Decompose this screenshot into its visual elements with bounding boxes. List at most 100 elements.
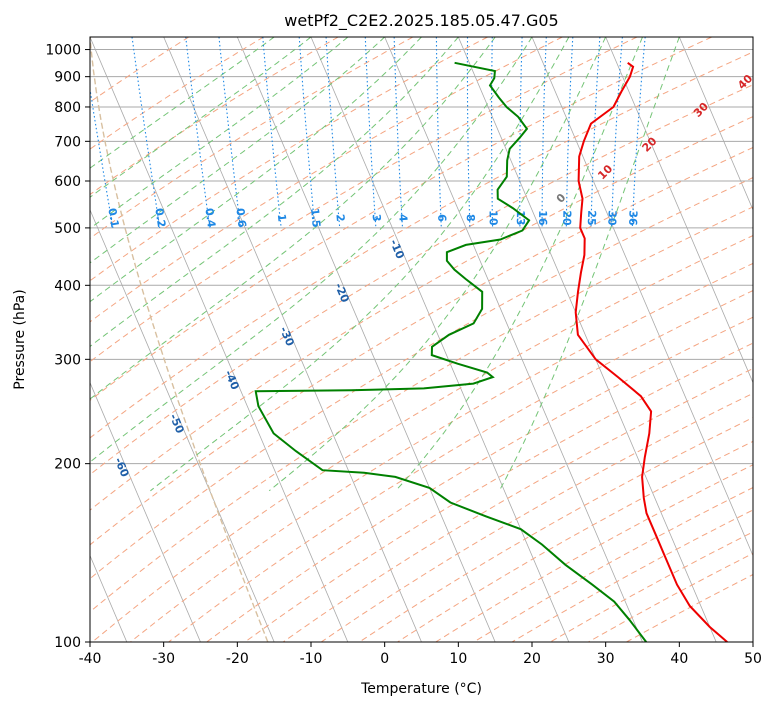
- mixing-ratio-label: 4: [396, 214, 409, 223]
- line-labels: 0.10.20.40.611.52346810131620253036-100-…: [2, 72, 755, 567]
- x-tick-label: 30: [597, 651, 615, 667]
- x-tick-label: -30: [152, 651, 175, 667]
- moist-adiabat-line: [90, 37, 422, 303]
- x-tick-label: 20: [523, 651, 541, 667]
- y-tick-label: 900: [54, 70, 81, 86]
- plot-frame: [89, 36, 754, 643]
- dry-adiabat-line: [90, 116, 753, 511]
- dry-adiabat-line: [90, 37, 264, 150]
- y-tick-label: 600: [54, 174, 81, 190]
- y-axis-title: Pressure (hPa): [12, 289, 28, 389]
- x-tick-label: -20: [226, 651, 249, 667]
- dry-adiabat-line: [90, 37, 488, 282]
- isotherm-line: [236, 37, 496, 642]
- dry-adiabat-line: [90, 37, 339, 196]
- y-tick-label: 200: [54, 457, 81, 473]
- moist-adiabat-line: [150, 37, 570, 492]
- dry-adiabat-line: [90, 37, 638, 363]
- dry-adiabat-line: [90, 37, 563, 323]
- moist-adiabat-line: [90, 37, 496, 400]
- moist-adiabat-line: [90, 37, 275, 169]
- mixing-ratio-line: [519, 37, 523, 228]
- dry-adiabat-label: 10: [595, 162, 615, 182]
- mixing-ratio-line: [298, 37, 316, 228]
- isotherm-line: [457, 37, 717, 642]
- pressure-gridlines: [90, 49, 753, 642]
- mixing-ratio-line: [185, 37, 211, 228]
- y-axis-ticks: 100 200 300 400 500 600 700 800 900 1000: [45, 43, 90, 651]
- mixing-ratio-label: 1.5: [308, 208, 323, 229]
- moist-adiabat-line: [498, 37, 680, 492]
- dry-adiabat-line: [168, 290, 753, 642]
- dry-adiabat-line: [435, 464, 753, 642]
- mixing-ratio-label: 25: [585, 210, 598, 226]
- mixing-ratio-label: 3: [370, 214, 384, 223]
- moist-adiabat-line: [90, 37, 349, 230]
- dry-adiabat-line: [90, 37, 712, 401]
- y-tick-label: 100: [54, 635, 81, 651]
- moist-adiabat-line: [90, 37, 312, 198]
- x-tick-label: 40: [670, 651, 688, 667]
- isotherm-line: [90, 381, 201, 642]
- mixing-ratio-label: 2: [333, 213, 347, 222]
- mixing-ratio-label: 30: [605, 210, 619, 226]
- moist-adiabat-line: [395, 37, 643, 492]
- y-tick-label: 1000: [45, 43, 81, 59]
- dry-adiabat-line: [588, 552, 753, 642]
- isotherm-label: -80: [2, 543, 22, 567]
- dry-adiabat-line: [90, 177, 753, 580]
- mixing-ratio-label: 36: [626, 210, 640, 226]
- isotherm-line: [90, 37, 349, 642]
- mixing-ratio-lines: [90, 37, 646, 228]
- dry-adiabat-lines: [90, 37, 753, 642]
- y-tick-label: 300: [54, 352, 81, 368]
- isotherm-label: -40: [222, 368, 242, 392]
- isotherm-line: [384, 37, 643, 642]
- mixing-ratio-label: 10: [486, 210, 499, 226]
- isotherm-label: -50: [167, 412, 187, 436]
- dry-adiabat-label: 40: [735, 72, 755, 92]
- dry-adiabat-line: [90, 146, 753, 546]
- dry-adiabat-line: [359, 416, 753, 642]
- mixing-ratio-label: 13: [514, 210, 527, 225]
- isotherm-line: [531, 37, 753, 557]
- frost-adiabat-line: [90, 37, 269, 642]
- mixing-ratio-line: [631, 37, 646, 228]
- plot-area: 0.10.20.40.611.52346810131620253036-100-…: [2, 37, 755, 642]
- mixing-ratio-label: 16: [536, 210, 549, 226]
- dry-adiabat-line: [130, 262, 753, 642]
- mixing-ratio-line: [90, 85, 114, 228]
- x-tick-label: -10: [300, 651, 323, 667]
- dry-adiabat-label: 30: [691, 100, 711, 120]
- mixing-ratio-label: 1: [275, 213, 289, 222]
- dry-adiabat-line: [91, 234, 753, 642]
- moist-adiabat-line: [90, 37, 533, 463]
- mixing-ratio-line: [435, 37, 442, 228]
- mixing-ratio-line: [490, 37, 494, 228]
- dry-adiabat-line: [511, 509, 753, 642]
- dry-adiabat-line: [90, 37, 190, 103]
- x-tick-label: 10: [449, 651, 467, 667]
- y-tick-label: 500: [54, 221, 81, 237]
- isotherm-line: [163, 37, 422, 642]
- mixing-ratio-label: 0.1: [105, 207, 121, 228]
- mixing-ratio-label: 20: [560, 210, 573, 226]
- mixing-ratio-label: 0.6: [233, 207, 248, 228]
- moist-adiabat-line: [90, 37, 386, 264]
- mixing-ratio-label: 8: [464, 214, 477, 222]
- sounding-traces: [254, 61, 728, 642]
- dry-adiabat-label: 20: [640, 134, 660, 154]
- isotherm-label: -60: [112, 456, 132, 480]
- mixing-ratio-line: [131, 37, 161, 228]
- y-tick-label: 800: [54, 100, 81, 116]
- moist-adiabat-line: [90, 37, 459, 348]
- isotherm-line: [90, 208, 275, 642]
- moist-adiabat-lines: [90, 37, 680, 492]
- dry-adiabat-line: [90, 37, 414, 239]
- isotherm-label: -10: [387, 238, 407, 262]
- dry-adiabat-line: [282, 367, 753, 642]
- dry-adiabat-line: [90, 51, 753, 439]
- x-tick-label: 0: [380, 651, 389, 667]
- mixing-ratio-label: 0.2: [152, 207, 168, 228]
